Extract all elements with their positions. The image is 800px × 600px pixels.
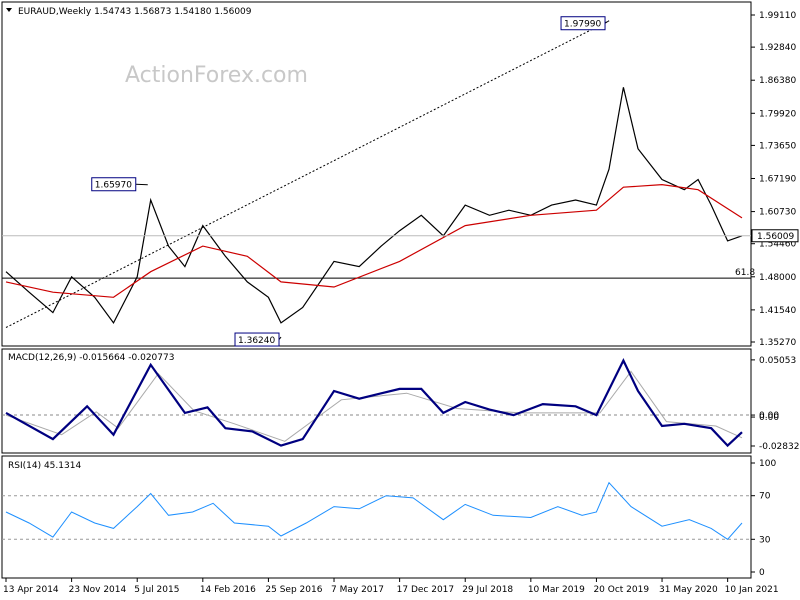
x-tick-label: 25 Sep 2016 (265, 585, 322, 595)
macd-y-tick-label: 0.00 (759, 413, 779, 423)
x-tick-label: 17 Dec 2017 (397, 585, 455, 595)
rsi-y-tick-label: 0 (759, 568, 765, 578)
annotation-label: 1.36240 (238, 336, 275, 346)
watermark: ActionForex.com (125, 63, 308, 88)
macd-y-tick-label: 0.00 (759, 411, 779, 421)
macd-line (5, 357, 743, 448)
annotation-leader (135, 183, 148, 186)
macd-y-tick-label: 0.05053 (759, 356, 796, 366)
rsi-pane-frame (1, 455, 752, 579)
price-y-tick-label: 1.67190 (759, 175, 796, 185)
annotation-box (560, 16, 606, 31)
macd-signal-line (5, 370, 743, 442)
rsi-y-tick-label: 30 (759, 535, 771, 545)
macd-y-tick-label: -0.028323 (759, 442, 800, 452)
price-y-tick-label: 1.86380 (759, 76, 796, 86)
x-tick-label: 5 Jul 2015 (134, 585, 179, 595)
x-tick-label: 31 May 2020 (659, 585, 718, 595)
current-price-label: 1.56009 (757, 232, 794, 242)
price-series-line (5, 87, 743, 325)
x-tick-label: 7 May 2017 (331, 585, 384, 595)
chart-menu-arrow-icon[interactable] (6, 8, 12, 12)
price-y-tick-label: 1.54460 (759, 240, 796, 250)
price-y-tick-label: 1.92840 (759, 43, 796, 53)
current-price-tag (751, 229, 799, 243)
macd-pane-frame (1, 348, 752, 454)
rsi-line (5, 481, 743, 540)
rsi-header: RSI(14) 45.1314 (8, 461, 81, 471)
price-y-tick-label: 1.73650 (759, 141, 796, 151)
annotation-label: 1.97990 (564, 20, 601, 30)
price-y-tick-label: 1.60730 (759, 208, 796, 218)
x-tick-label: 20 Oct 2019 (593, 585, 649, 595)
annotation-leader (604, 20, 610, 24)
annotation-box (91, 177, 137, 192)
annotation-box (234, 332, 280, 347)
price-y-tick-label: 1.99110 (759, 11, 796, 21)
macd-header: MACD(12,26,9) -0.015664 -0.020773 (8, 353, 174, 363)
price-pane-frame (1, 1, 752, 347)
x-tick-label: 14 Feb 2016 (200, 585, 256, 595)
x-tick-label: 10 Mar 2019 (528, 585, 585, 595)
price-y-tick-label: 1.35270 (759, 338, 796, 348)
price-y-tick-label: 1.41540 (759, 306, 796, 316)
price-y-tick-label: 1.48000 (759, 273, 796, 283)
trendline (5, 20, 610, 328)
annotation-label: 1.65970 (95, 181, 132, 191)
symbol-header: EURAUD,Weekly 1.54743 1.56873 1.54180 1.… (18, 7, 252, 17)
fib-level-label: 61.8 (735, 268, 755, 278)
x-tick-label: 10 Jan 2021 (725, 585, 779, 595)
moving-average-line (5, 183, 743, 298)
rsi-y-tick-label: 70 (759, 492, 771, 502)
x-tick-label: 29 Jul 2018 (462, 585, 513, 595)
rsi-y-tick-label: 100 (759, 459, 776, 469)
x-tick-label: 23 Nov 2014 (69, 585, 127, 595)
x-tick-label: 13 Apr 2014 (3, 585, 59, 595)
price-y-tick-label: 1.79920 (759, 109, 796, 119)
